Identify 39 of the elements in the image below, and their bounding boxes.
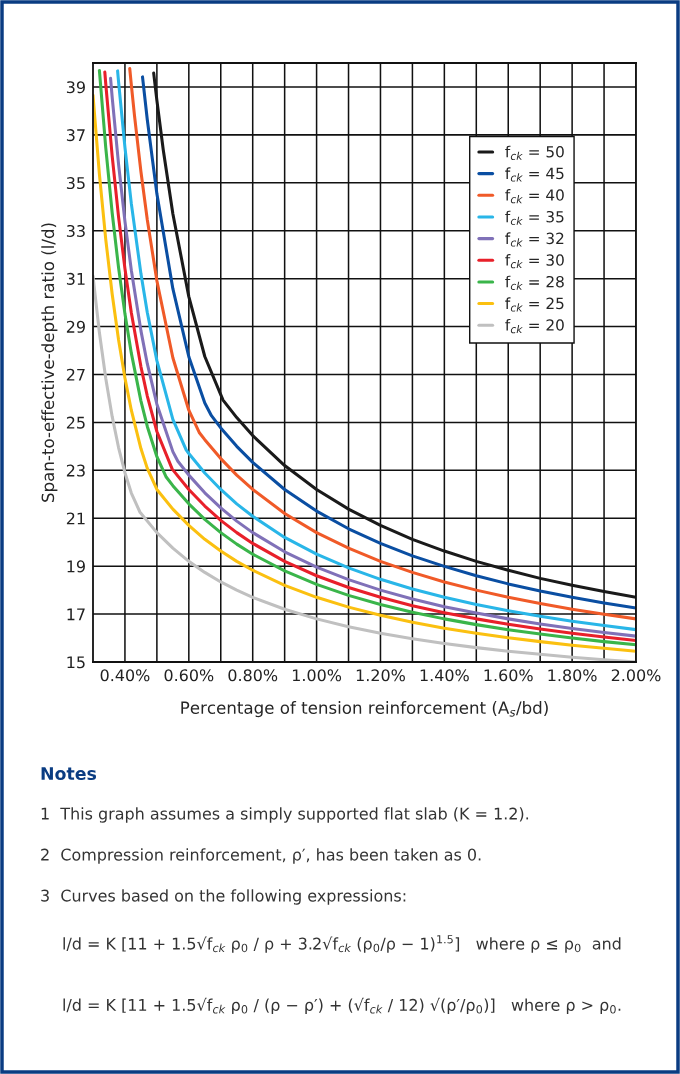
legend-label: f$_{ck}$ = 40 [505,189,564,204]
y-tick-label: 19 [67,560,85,573]
text: Notes [41,767,97,781]
legend-label: f$_{ck}$ = 50 [505,145,564,160]
legend-label: f$_{ck}$ = 20 [505,318,564,334]
y-tick-label: 29 [66,320,85,333]
x-tick-label: 1.40% [420,669,469,682]
y-tick-label: 25 [66,416,85,429]
y-tick-label: 23 [66,464,85,477]
y-tick-label: 15 [67,656,85,669]
legend-label: f$_{ck}$ = 35 [505,210,564,225]
text: l/d = K [11 + 1.5√f$_{ck}$ ρ$_{0}$ / ρ + 3.2√f$_{ck}$ (ρ$_{0}$/ρ − 1)$^{1.5}$] where ρ ≤ ρ$_{0}$ and [63,935,621,953]
y-tick-label: 27 [66,368,85,381]
x-tick-label: 1.00% [292,669,342,682]
y-tick-label: 21 [66,512,85,525]
text: 1 This graph assumes a simply supported flat slab (K = 1.2). [41,807,529,823]
x-tick-label: 0.60% [164,669,214,682]
x-tick-label: 0.40% [100,669,150,682]
y-tick-label: 37 [66,129,85,142]
legend-label: f$_{ck}$ = 32 [505,232,564,247]
y-tick-label: 39 [66,81,85,94]
x-tick-label: 1.60% [484,669,533,682]
x-tick-label: 1.20% [356,669,405,682]
y-tick-label: 35 [66,177,85,190]
x-axis-title: Percentage of tension reinforcement (A$_{s}$/bd) [181,701,548,718]
y-axis-title: Span-to-effective-depth ratio (l/d) [41,223,58,502]
text: 3 Curves based on the following expressions: [41,889,406,905]
legend-label: f$_{ck}$ = 45 [505,167,564,182]
x-tick-label: 1.80% [548,669,597,682]
text: l/d = K [11 + 1.5√f$_{ck}$ ρ$_{0}$ / (ρ − ρ′) + (√f$_{ck}$ / 12) √(ρ′/ρ$_{0}$)] where ρ > ρ$_{0}$. [63,997,621,1015]
legend-label: f$_{ck}$ = 28 [505,275,564,290]
legend-label: f$_{ck}$ = 30 [505,254,564,269]
legend-label: f$_{ck}$ = 25 [505,297,564,312]
text: 2 Compression reinforcement, ρ′, has been taken as 0. [41,848,481,864]
y-tick-label: 31 [66,272,85,285]
x-tick-label: 0.80% [228,669,278,682]
y-tick-label: 33 [66,224,85,238]
y-tick-label: 17 [67,608,85,621]
x-tick-label: 2.00% [611,669,661,682]
